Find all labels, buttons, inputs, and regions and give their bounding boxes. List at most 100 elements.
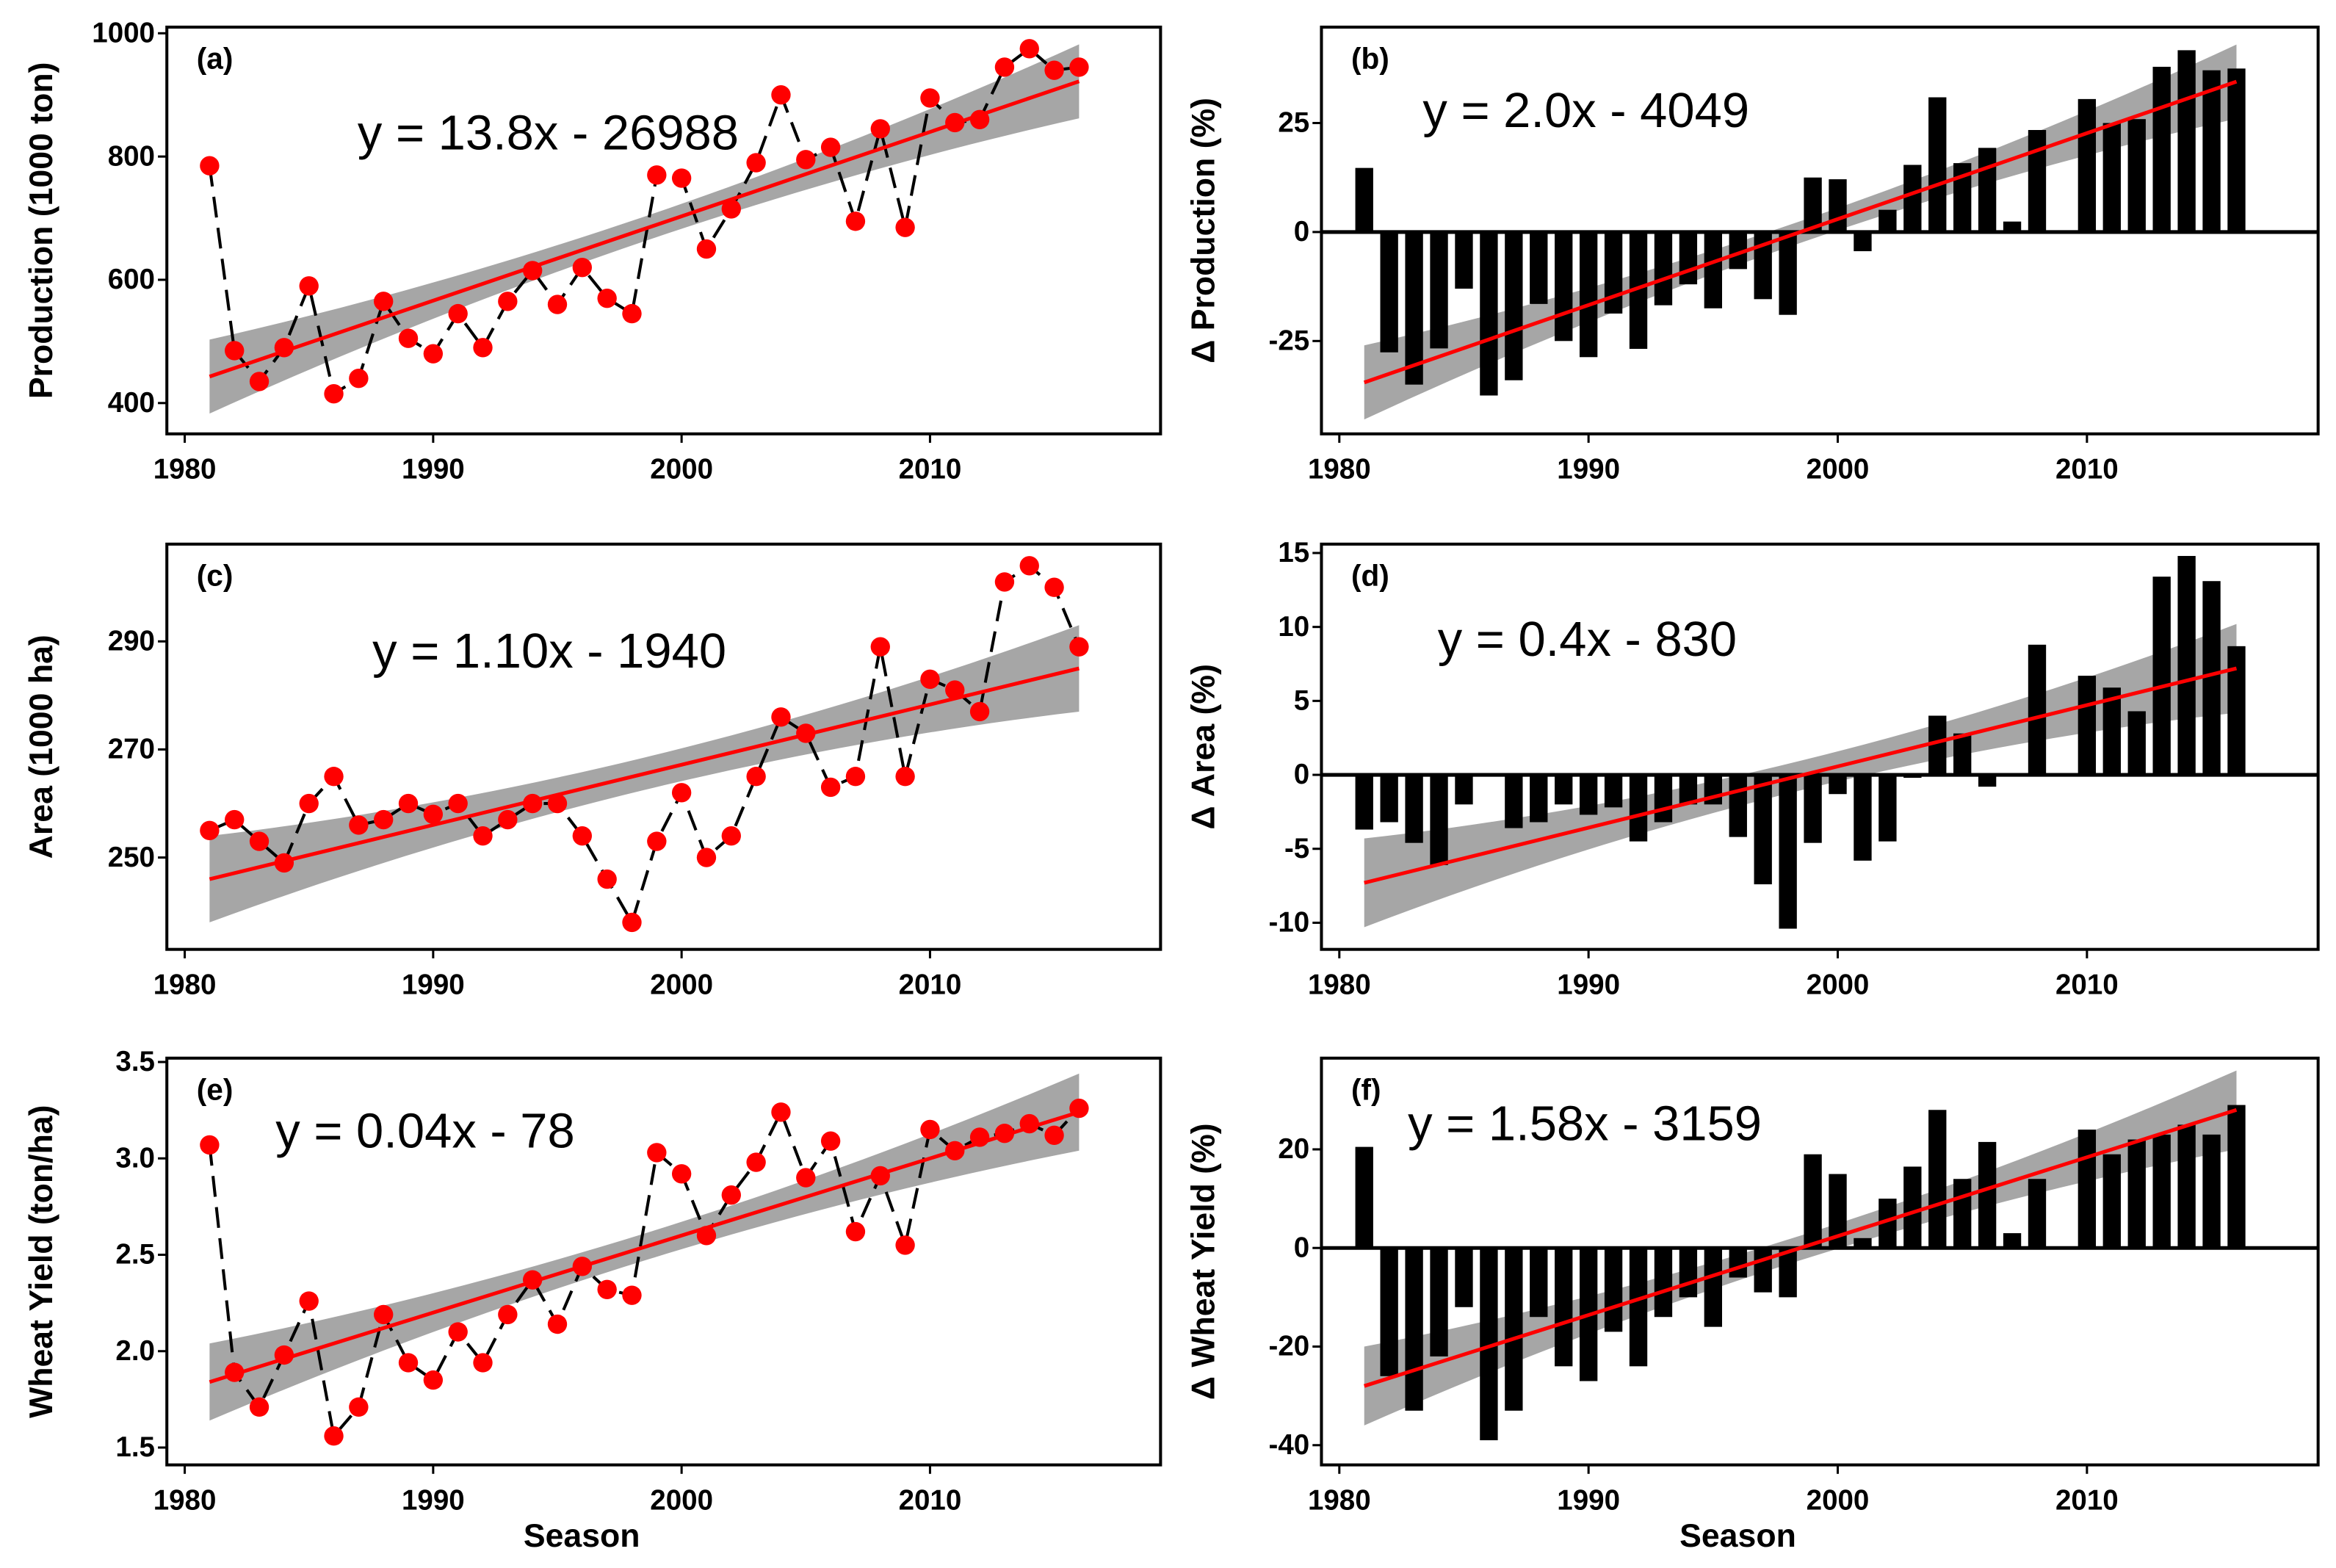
y-tick-label: 2.0 (115, 1335, 155, 1367)
point-2015 (1044, 1125, 1064, 1145)
bar-1992 (1629, 1248, 1648, 1367)
y-tick-label: 20 (1278, 1133, 1309, 1165)
bar-2014 (2177, 1124, 2196, 1249)
bar-2015 (2202, 1134, 2221, 1249)
bar-1981 (1355, 1146, 1373, 1249)
bar-1984 (1430, 231, 1448, 349)
bar-2016 (2227, 1105, 2246, 1249)
point-1985 (299, 793, 319, 814)
bar-1989 (1555, 231, 1573, 342)
y-tick-label: 5 (1294, 685, 1309, 717)
bar-1984 (1430, 775, 1448, 865)
x-tick-label: 2010 (2055, 1484, 2119, 1516)
bar-1988 (1530, 1248, 1548, 1318)
y-axis-label: Δ Production (%) (1185, 98, 1221, 364)
point-1983 (249, 372, 270, 391)
bar-2003 (1903, 775, 1922, 778)
point-2008 (870, 119, 890, 139)
point-1985 (299, 276, 319, 296)
panel-f: 1980 1990 2000 2010 -40 -20 0 20 Δ Wheat Yield (… (1185, 1056, 2320, 1554)
point-2013 (994, 57, 1015, 77)
y-tick-label: 1000 (92, 17, 155, 48)
bar-1987 (1505, 231, 1523, 380)
point-1999 (647, 831, 667, 851)
panel-c: 1980 1990 2000 2010 250 270 290 Area (1000 ha) (… (23, 542, 1162, 1001)
plot-frame (165, 25, 1162, 436)
plot-frame (1320, 1056, 2320, 1467)
point-1998 (622, 1285, 642, 1305)
bar-1998 (1779, 231, 1797, 315)
point-2005 (796, 150, 816, 170)
bar-1986 (1480, 231, 1498, 396)
point-2007 (845, 1221, 866, 1242)
trend-line (209, 79, 1080, 379)
point-2014 (1019, 556, 1039, 576)
y-tick-label: 0 (1294, 1232, 1309, 1263)
point-2004 (771, 707, 791, 727)
x-tick-label: 1980 (1308, 454, 1371, 485)
bar-1985 (1455, 231, 1473, 289)
bar-2004 (1928, 97, 1947, 232)
bar-1981 (1355, 775, 1373, 830)
y-tick-label: 10 (1278, 611, 1309, 643)
bar-1983 (1405, 775, 1423, 843)
point-1986 (324, 767, 344, 787)
point-1998 (622, 912, 642, 933)
x-axis-label: Season (524, 1518, 640, 1554)
point-1992 (473, 825, 493, 846)
y-tick-label: -10 (1269, 907, 1310, 939)
point-1990 (423, 1370, 444, 1390)
bar-2010 (2078, 676, 2097, 776)
point-1981 (200, 156, 220, 176)
x-tick-label: 1980 (153, 1484, 217, 1516)
bar-2001 (1854, 231, 1872, 252)
regression-equation: y = 13.8x - 26988 (358, 105, 739, 160)
bar-2006 (1978, 775, 1997, 787)
bar-1991 (1604, 775, 1623, 808)
bar-2012 (2127, 1139, 2146, 1249)
point-1996 (572, 825, 593, 846)
bar-2013 (2152, 1134, 2171, 1249)
y-axis-label: Δ Wheat Yield (%) (1185, 1123, 1221, 1400)
panel-a: 1980 1990 2000 2010 400 600 800 1000 Production … (23, 17, 1162, 485)
bar-1989 (1555, 775, 1573, 805)
point-2014 (1019, 39, 1039, 59)
bar-1994 (1679, 231, 1698, 285)
point-1991 (448, 303, 468, 324)
bar-2007 (2003, 1233, 2022, 1249)
y-tick-label: 600 (108, 264, 155, 295)
x-tick-label: 1990 (402, 454, 465, 485)
bar-1990 (1579, 775, 1598, 815)
bar-1988 (1530, 231, 1548, 304)
y-tick-label: 800 (108, 140, 155, 172)
point-2008 (870, 637, 890, 657)
bar-2006 (1978, 1141, 1997, 1249)
bar-2004 (1928, 1110, 1947, 1249)
panel-label: (b) (1351, 42, 1389, 76)
y-tick-label: 1.5 (115, 1431, 155, 1463)
bar-2000 (1829, 179, 1847, 232)
bar-2010 (2078, 98, 2097, 232)
x-tick-label: 1980 (153, 969, 217, 1001)
x-tick-label: 1990 (402, 969, 465, 1001)
regression-equation: y = 1.10x - 1940 (372, 624, 726, 679)
y-tick-label: 0 (1294, 216, 1309, 248)
point-1983 (249, 831, 270, 851)
point-1987 (349, 815, 369, 835)
bar-1991 (1604, 1248, 1623, 1332)
y-tick-label: 2.5 (115, 1239, 155, 1271)
y-tick-label: 400 (108, 387, 155, 419)
panel-b: 1980 1990 2000 2010 -25 0 25 Δ Production (%) (b… (1185, 25, 2320, 485)
point-2012 (969, 701, 990, 722)
plot-frame (1320, 25, 2320, 436)
bar-2008 (2028, 130, 2047, 232)
point-1988 (374, 292, 394, 311)
point-2000 (671, 783, 692, 803)
bar-1990 (1579, 231, 1598, 358)
point-1998 (622, 303, 642, 324)
point-2009 (895, 1235, 915, 1255)
x-tick-label: 1990 (1557, 454, 1620, 485)
bar-2008 (2028, 644, 2047, 776)
bar-1982 (1380, 231, 1398, 353)
bar-1994 (1679, 775, 1698, 805)
